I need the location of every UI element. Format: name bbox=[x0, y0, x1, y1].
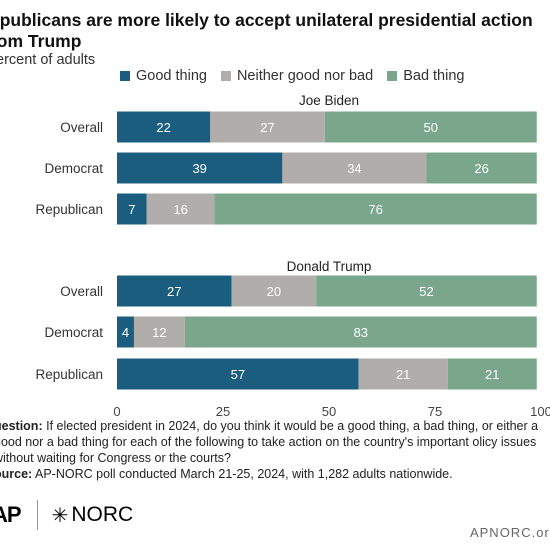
bar-segment-good bbox=[117, 193, 147, 225]
legend-swatch-bad bbox=[387, 71, 398, 81]
stacked-bar-chart: Joe Biden Overall 22 27 50 Democrat 39 34 26 Repu… bbox=[35, 93, 550, 419]
bar-segment-good bbox=[117, 316, 134, 348]
group-title: Donald Trump bbox=[287, 259, 372, 274]
x-tick-label: 75 bbox=[428, 404, 442, 419]
bar-segment-bad bbox=[324, 111, 537, 143]
question-note: uestion: If elected president in 2024, d… bbox=[0, 418, 550, 466]
question-text: If elected president in 2024, do you thi… bbox=[0, 419, 539, 465]
legend-item-bad: Bad thing bbox=[387, 68, 464, 84]
x-tick-label: 100 bbox=[530, 404, 550, 419]
data-label: 52 bbox=[419, 284, 433, 299]
bar-segment-neither bbox=[133, 316, 185, 348]
bar-segment-bad bbox=[184, 316, 537, 348]
data-label: 21 bbox=[485, 367, 499, 382]
data-label: 39 bbox=[192, 161, 206, 176]
data-label: 16 bbox=[173, 202, 187, 217]
bar-segment-neither bbox=[210, 111, 325, 143]
source-text: AP-NORC poll conducted March 21-25, 2024… bbox=[35, 467, 453, 481]
data-label: 50 bbox=[424, 120, 438, 135]
data-label: 76 bbox=[368, 202, 382, 217]
data-label: 12 bbox=[152, 325, 166, 340]
chart-title: epublicans are more likely to accept uni… bbox=[0, 10, 533, 51]
row-label: Democrat bbox=[44, 325, 103, 340]
data-label: 21 bbox=[396, 367, 410, 382]
data-label: 22 bbox=[156, 120, 170, 135]
data-label: 34 bbox=[347, 161, 361, 176]
bar-segment-bad bbox=[426, 152, 537, 184]
bar-segment-neither bbox=[146, 193, 215, 225]
legend-item-good: Good thing bbox=[120, 68, 207, 84]
bar-segment-good bbox=[117, 152, 283, 184]
data-label: 26 bbox=[474, 161, 488, 176]
legend-swatch-good bbox=[120, 71, 130, 81]
bar-segment-good bbox=[117, 358, 359, 390]
bar-segment-neither bbox=[231, 275, 317, 307]
question-label: uestion: bbox=[0, 419, 43, 433]
source-note: ource: AP-NORC poll conducted March 21-2… bbox=[0, 466, 550, 482]
bar-segment-neither bbox=[282, 152, 427, 184]
legend: Good thing Neither good nor bad Bad thin… bbox=[120, 68, 478, 84]
data-label: 20 bbox=[267, 284, 281, 299]
row-label: Overall bbox=[60, 120, 103, 135]
bar-segment-bad bbox=[214, 193, 537, 225]
row-label: Democrat bbox=[44, 161, 103, 176]
footer-logos: AP ✳ NORC bbox=[0, 500, 133, 530]
row-label: Republican bbox=[35, 367, 103, 382]
norc-star-icon: ✳ bbox=[51, 504, 69, 527]
ap-logo: AP bbox=[0, 502, 22, 527]
chart-subtitle: ercent of adults bbox=[0, 52, 96, 68]
legend-label-bad: Bad thing bbox=[403, 68, 465, 84]
data-label: 7 bbox=[128, 202, 135, 217]
site-url: APNORC.org bbox=[469, 525, 550, 540]
chart-notes: uestion: If elected president in 2024, d… bbox=[0, 418, 550, 482]
source-label: ource: bbox=[0, 467, 33, 481]
row-label: Republican bbox=[35, 202, 103, 217]
group-title: Joe Biden bbox=[299, 93, 359, 108]
norc-logo: ✳ NORC bbox=[52, 503, 134, 528]
legend-swatch-neither bbox=[220, 71, 231, 81]
bar-segment-bad bbox=[316, 275, 537, 307]
x-tick-label: 50 bbox=[322, 404, 336, 419]
data-label: 27 bbox=[260, 120, 274, 135]
norc-logo-text: NORC bbox=[71, 503, 134, 526]
legend-item-neither: Neither good nor bad bbox=[220, 68, 374, 84]
bar-segment-good bbox=[117, 111, 211, 143]
data-label: 4 bbox=[122, 325, 129, 340]
logo-divider bbox=[36, 500, 38, 530]
x-tick-label: 25 bbox=[216, 404, 230, 419]
bar-segment-neither bbox=[358, 358, 448, 390]
data-label: 83 bbox=[354, 325, 368, 340]
bar-segment-bad bbox=[447, 358, 537, 390]
bar-segment-good bbox=[117, 275, 232, 307]
data-label: 57 bbox=[231, 367, 245, 382]
data-label: 27 bbox=[167, 284, 181, 299]
legend-label-good: Good thing bbox=[136, 68, 207, 84]
x-tick-label: 0 bbox=[113, 404, 120, 419]
row-label: Overall bbox=[60, 284, 103, 299]
legend-label-neither: Neither good nor bad bbox=[236, 68, 374, 84]
